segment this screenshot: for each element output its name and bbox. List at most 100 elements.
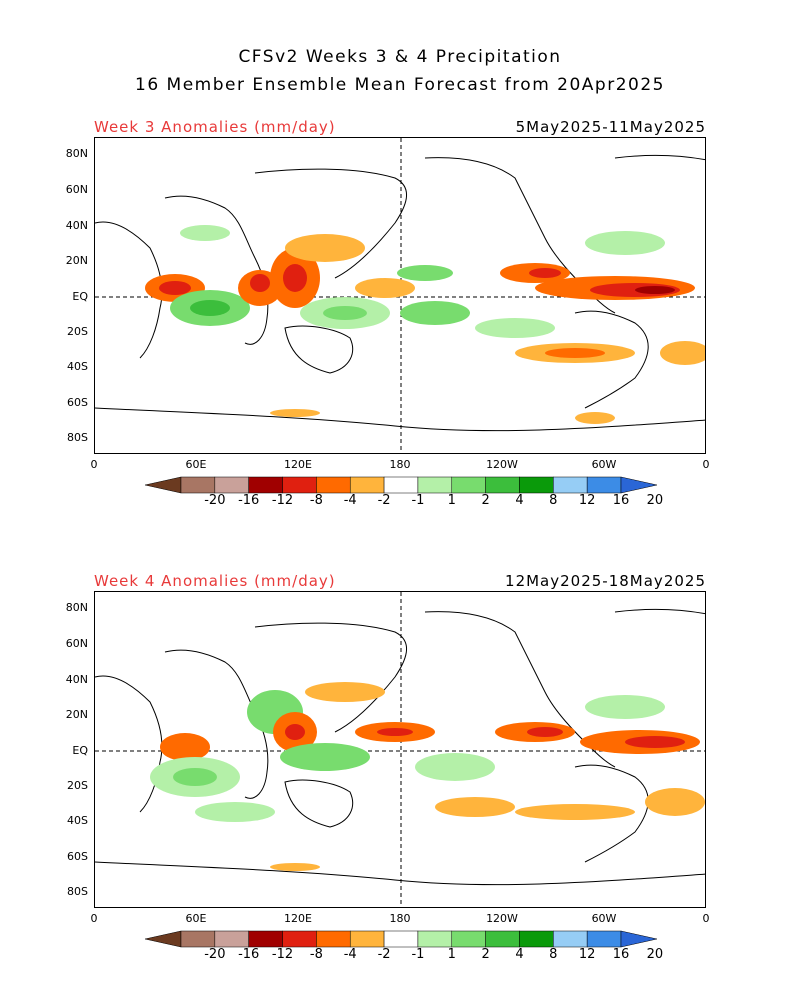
- colorbar-label: 1: [447, 493, 456, 508]
- lat-tick: 40S: [67, 814, 88, 827]
- colorbar-label: -8: [309, 493, 323, 508]
- colorbar-arrow-high: [620, 930, 657, 948]
- map: [94, 591, 706, 908]
- colorbar-label: -12: [271, 493, 294, 508]
- colorbar-label: -20: [204, 493, 226, 508]
- colorbar-labels: -20 -16 -12 -8 -4 -2 -1 1 2 4 8 12 16 20: [145, 493, 663, 509]
- colorbar-label: 4: [515, 947, 524, 962]
- colorbar-label: 4: [515, 493, 524, 508]
- colorbar-cell: [282, 930, 317, 948]
- panel-title: Week 4 Anomalies (mm/day): [94, 572, 336, 590]
- colorbar-label: -20: [204, 947, 226, 962]
- colorbar-label: 16: [612, 493, 630, 508]
- lon-tick: 120E: [284, 458, 312, 471]
- lat-tick: 40N: [65, 219, 88, 232]
- lat-tick: 80S: [67, 431, 88, 444]
- lat-tick: 20N: [65, 708, 88, 721]
- colorbar-label: 2: [481, 493, 490, 508]
- title-line-2: 16 Member Ensemble Mean Forecast from 20…: [135, 75, 665, 95]
- colorbar-cell: [248, 930, 283, 948]
- colorbar-cell: [485, 476, 520, 494]
- lon-tick: 60E: [185, 458, 207, 471]
- lon-tick: 0: [702, 912, 710, 925]
- lat-tick: 40N: [65, 673, 88, 686]
- panel-dates: 5May2025-11May2025: [515, 118, 706, 136]
- colorbar-labels: -20 -16 -12 -8 -4 -2 -1 1 2 4 8 12 16 20: [145, 947, 663, 963]
- lat-tick: 60N: [65, 183, 88, 196]
- coastlines: [95, 608, 705, 886]
- title-line-1: CFSv2 Weeks 3 & 4 Precipitation: [238, 47, 562, 67]
- colorbar-label: -16: [238, 947, 260, 962]
- colorbar-arrow-low: [145, 476, 182, 494]
- lat-tick: 20S: [67, 325, 88, 338]
- colorbar-cell: [586, 476, 622, 494]
- colorbar-cell: [214, 476, 249, 494]
- lat-tick: 20N: [65, 254, 88, 267]
- colorbar: [145, 476, 657, 494]
- lon-tick: 120W: [486, 458, 518, 471]
- colorbar-label: 12: [578, 947, 596, 962]
- colorbar-arrow-high: [620, 476, 657, 494]
- colorbar-label: -16: [238, 493, 260, 508]
- anomaly-field: [150, 682, 705, 871]
- colorbar-label: -1: [411, 493, 425, 508]
- colorbar: [145, 930, 657, 948]
- colorbar-label: -2: [377, 947, 391, 962]
- colorbar-label: -2: [377, 493, 391, 508]
- lat-tick: 80N: [65, 601, 88, 614]
- colorbar-label: -12: [271, 947, 294, 962]
- lon-tick: 120W: [486, 912, 518, 925]
- colorbar-cell: [417, 930, 453, 948]
- colorbar-label: 16: [612, 947, 630, 962]
- colorbar-cell: [417, 476, 453, 494]
- lon-tick: 180: [389, 912, 411, 925]
- lat-tick: 80S: [67, 885, 88, 898]
- colorbar-cell: [519, 476, 554, 494]
- colorbar-label: 8: [549, 493, 558, 508]
- colorbar-cell: [553, 476, 588, 494]
- colorbar-cell: [180, 930, 216, 948]
- lat-tick: EQ: [72, 290, 88, 303]
- lat-tick: 60N: [65, 637, 88, 650]
- lon-tick: 60W: [591, 458, 617, 471]
- colorbar-cell: [451, 476, 486, 494]
- colorbar-arrow-low: [145, 930, 182, 948]
- colorbar-cell: [451, 930, 486, 948]
- lat-tick: 40S: [67, 360, 88, 373]
- colorbar-cell: [349, 476, 385, 494]
- colorbar-cell: [248, 476, 283, 494]
- lon-tick: 0: [90, 912, 98, 925]
- colorbar-label: 2: [481, 947, 490, 962]
- colorbar-cell: [180, 476, 216, 494]
- colorbar-label: 20: [646, 493, 664, 508]
- colorbar-cell: [519, 930, 554, 948]
- lon-tick: 120E: [284, 912, 312, 925]
- colorbar-cell: [214, 930, 249, 948]
- colorbar-cell: [383, 476, 419, 494]
- colorbar-label: -8: [309, 947, 323, 962]
- map: [94, 137, 706, 454]
- colorbar-label: 1: [447, 947, 456, 962]
- lat-tick: 20S: [67, 779, 88, 792]
- colorbar-cell: [586, 930, 622, 948]
- colorbar-label: 8: [549, 947, 558, 962]
- colorbar-cell: [553, 930, 588, 948]
- colorbar-cell: [316, 476, 351, 494]
- colorbar-cell: [349, 930, 385, 948]
- anomaly-field: [145, 225, 705, 424]
- colorbar-label: -1: [411, 947, 425, 962]
- colorbar-label: 20: [646, 947, 664, 962]
- colorbar-label: -4: [343, 493, 357, 508]
- lat-tick: EQ: [72, 744, 88, 757]
- colorbar-label: 12: [578, 493, 596, 508]
- lon-tick: 60E: [185, 912, 207, 925]
- lat-tick: 80N: [65, 147, 88, 160]
- panel-dates: 12May2025-18May2025: [505, 572, 706, 590]
- lat-tick: 60S: [67, 850, 88, 863]
- lon-tick: 0: [702, 458, 710, 471]
- colorbar-label: -4: [343, 947, 357, 962]
- panel-title: Week 3 Anomalies (mm/day): [94, 118, 336, 136]
- colorbar-cell: [383, 930, 419, 948]
- colorbar-cell: [485, 930, 520, 948]
- colorbar-cell: [282, 476, 317, 494]
